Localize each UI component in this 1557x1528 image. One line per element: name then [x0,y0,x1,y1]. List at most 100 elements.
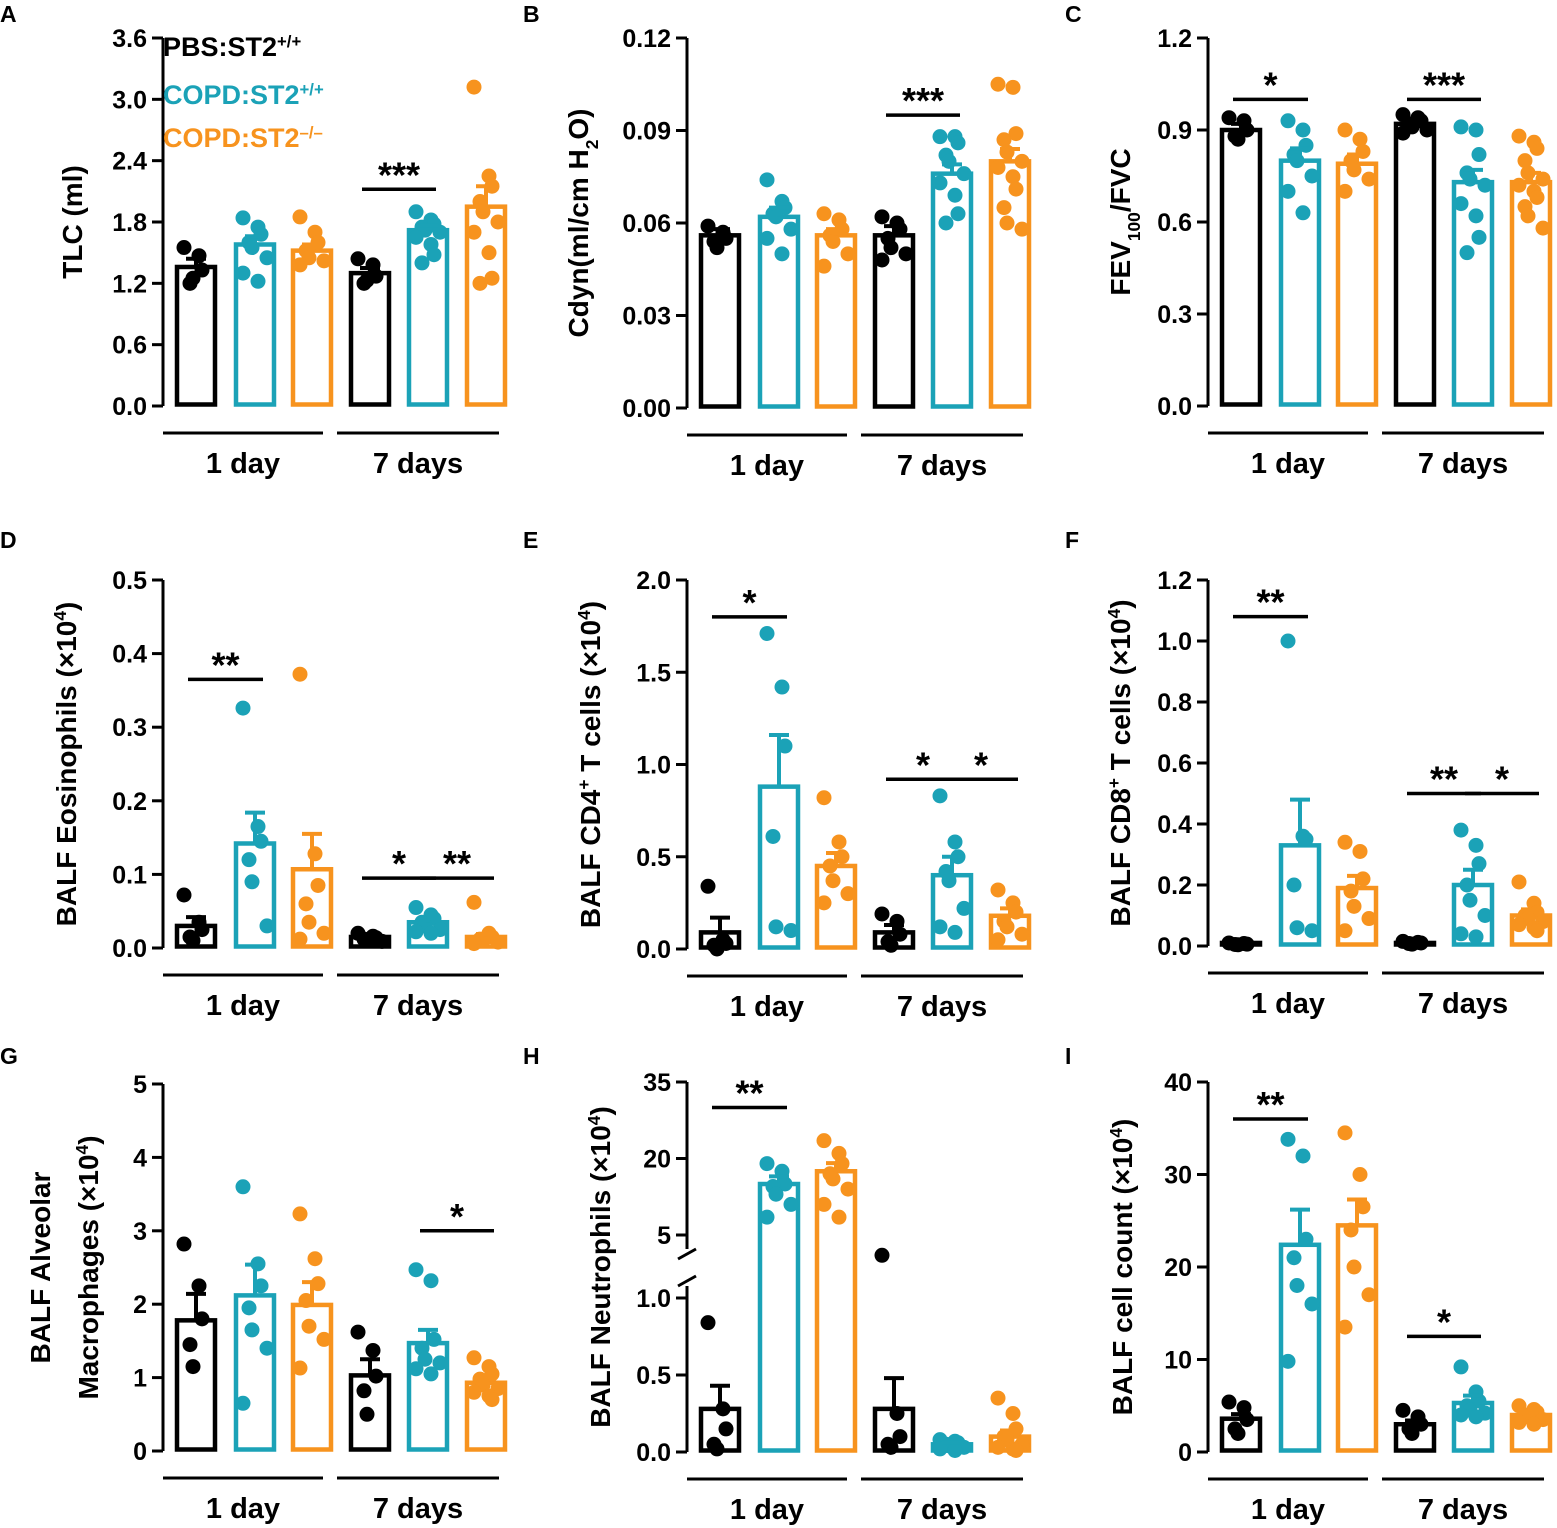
data-point [253,833,269,849]
data-point [1280,1131,1296,1147]
y-tick-label: 1.0 [1157,628,1192,656]
data-point [1511,1414,1527,1430]
data-point [368,1368,384,1384]
data-point [259,918,275,934]
data-point [423,925,439,941]
data-point [938,215,954,231]
panel-letter-f: F [1065,527,1079,553]
data-point [1343,883,1359,899]
y-tick-label: 1.0 [636,1285,671,1313]
label-part: T cells (×10 [575,620,606,780]
data-point [874,209,890,225]
label-part: BALF CD8 [1105,788,1136,926]
y-tick-label: 20 [643,1146,671,1174]
data-point [466,224,482,240]
label-part: Macrophages (×10 [73,1154,104,1399]
data-point [1453,196,1469,212]
data-point [1462,171,1478,187]
data-point [715,1401,731,1417]
bar [1335,161,1379,407]
data-point [176,887,192,903]
y-tick-label: 0.6 [1157,209,1192,237]
data-point [774,679,790,695]
y-tick-label: 5 [133,1071,147,1099]
data-point [816,895,832,911]
group-label: 7 days [897,1494,987,1526]
y-tick-label: 40 [1164,1069,1192,1097]
data-point [316,1331,332,1347]
y-tick-label: 4 [133,1144,147,1172]
label-part: –/– [300,123,323,142]
data-point [185,270,201,286]
data-point [1008,1442,1024,1458]
data-point [423,1366,439,1382]
data-point [1337,122,1353,138]
data-point [1529,923,1545,939]
data-point [1526,1416,1542,1432]
y-axis-label: BALF Alveolar [25,1171,56,1363]
data-point [783,1196,799,1212]
data-point [816,206,832,222]
y-axis-label: FEV100/FVC [1105,148,1144,295]
data-point [825,234,841,249]
data-point [466,936,482,952]
label-part: BALF Eosinophils (×10 [51,621,82,927]
label-part: 2 [582,140,602,150]
data-point [759,172,775,188]
data-point [759,626,775,642]
y-tick-label: 10 [1164,1347,1192,1375]
data-point [840,246,856,262]
data-point [1419,122,1435,138]
data-point [350,1324,366,1340]
data-point [310,877,326,893]
label-part: Cdyn(ml/cm H [563,149,594,337]
data-point [816,790,832,806]
data-point [1014,221,1030,237]
axis-break-mark [677,1247,697,1261]
data-point [316,925,332,941]
data-point [840,1181,856,1197]
group-label: 1 day [730,450,804,482]
label-part: ) [51,602,82,611]
data-point [768,209,784,225]
label-part: O) [563,108,594,139]
data-point [883,240,899,256]
y-axis-label: TLC (ml) [57,165,88,279]
y-axis-label: BALF CD4+ T cells (×104) [574,601,606,928]
data-point [307,846,323,862]
data-point [235,1179,251,1195]
y-tick-label: 1.0 [636,752,671,780]
data-point [874,1247,890,1263]
y-tick-label: 0.6 [112,332,147,360]
label-part: BALF Alveolar [25,1171,56,1363]
y-tick-label: 0.4 [1157,811,1192,839]
data-point [840,886,856,902]
data-point [999,144,1015,160]
data-point [777,1176,793,1192]
data-point [426,1331,442,1347]
bar [1219,127,1263,407]
data-point [1337,1125,1353,1141]
group-label: 7 days [897,991,987,1023]
data-point [700,218,716,234]
data-point [1361,171,1377,187]
data-point [700,878,716,894]
data-point [301,1318,317,1334]
group-label: 7 days [1418,988,1508,1020]
bar [930,171,974,409]
data-point [1346,898,1362,914]
label-part: ) [575,601,606,610]
data-point [1014,153,1030,169]
significance-label: ** [443,843,471,884]
data-point [423,1273,439,1289]
y-tick-label: 0.0 [636,936,671,964]
data-point [408,1262,424,1278]
data-point [941,153,957,169]
group-label: 1 day [206,990,280,1022]
data-point [1511,874,1527,890]
data-point [825,1171,841,1187]
significance-label: * [974,744,988,785]
data-point [1005,1406,1021,1421]
data-point [432,1355,448,1371]
data-point [1453,926,1469,942]
